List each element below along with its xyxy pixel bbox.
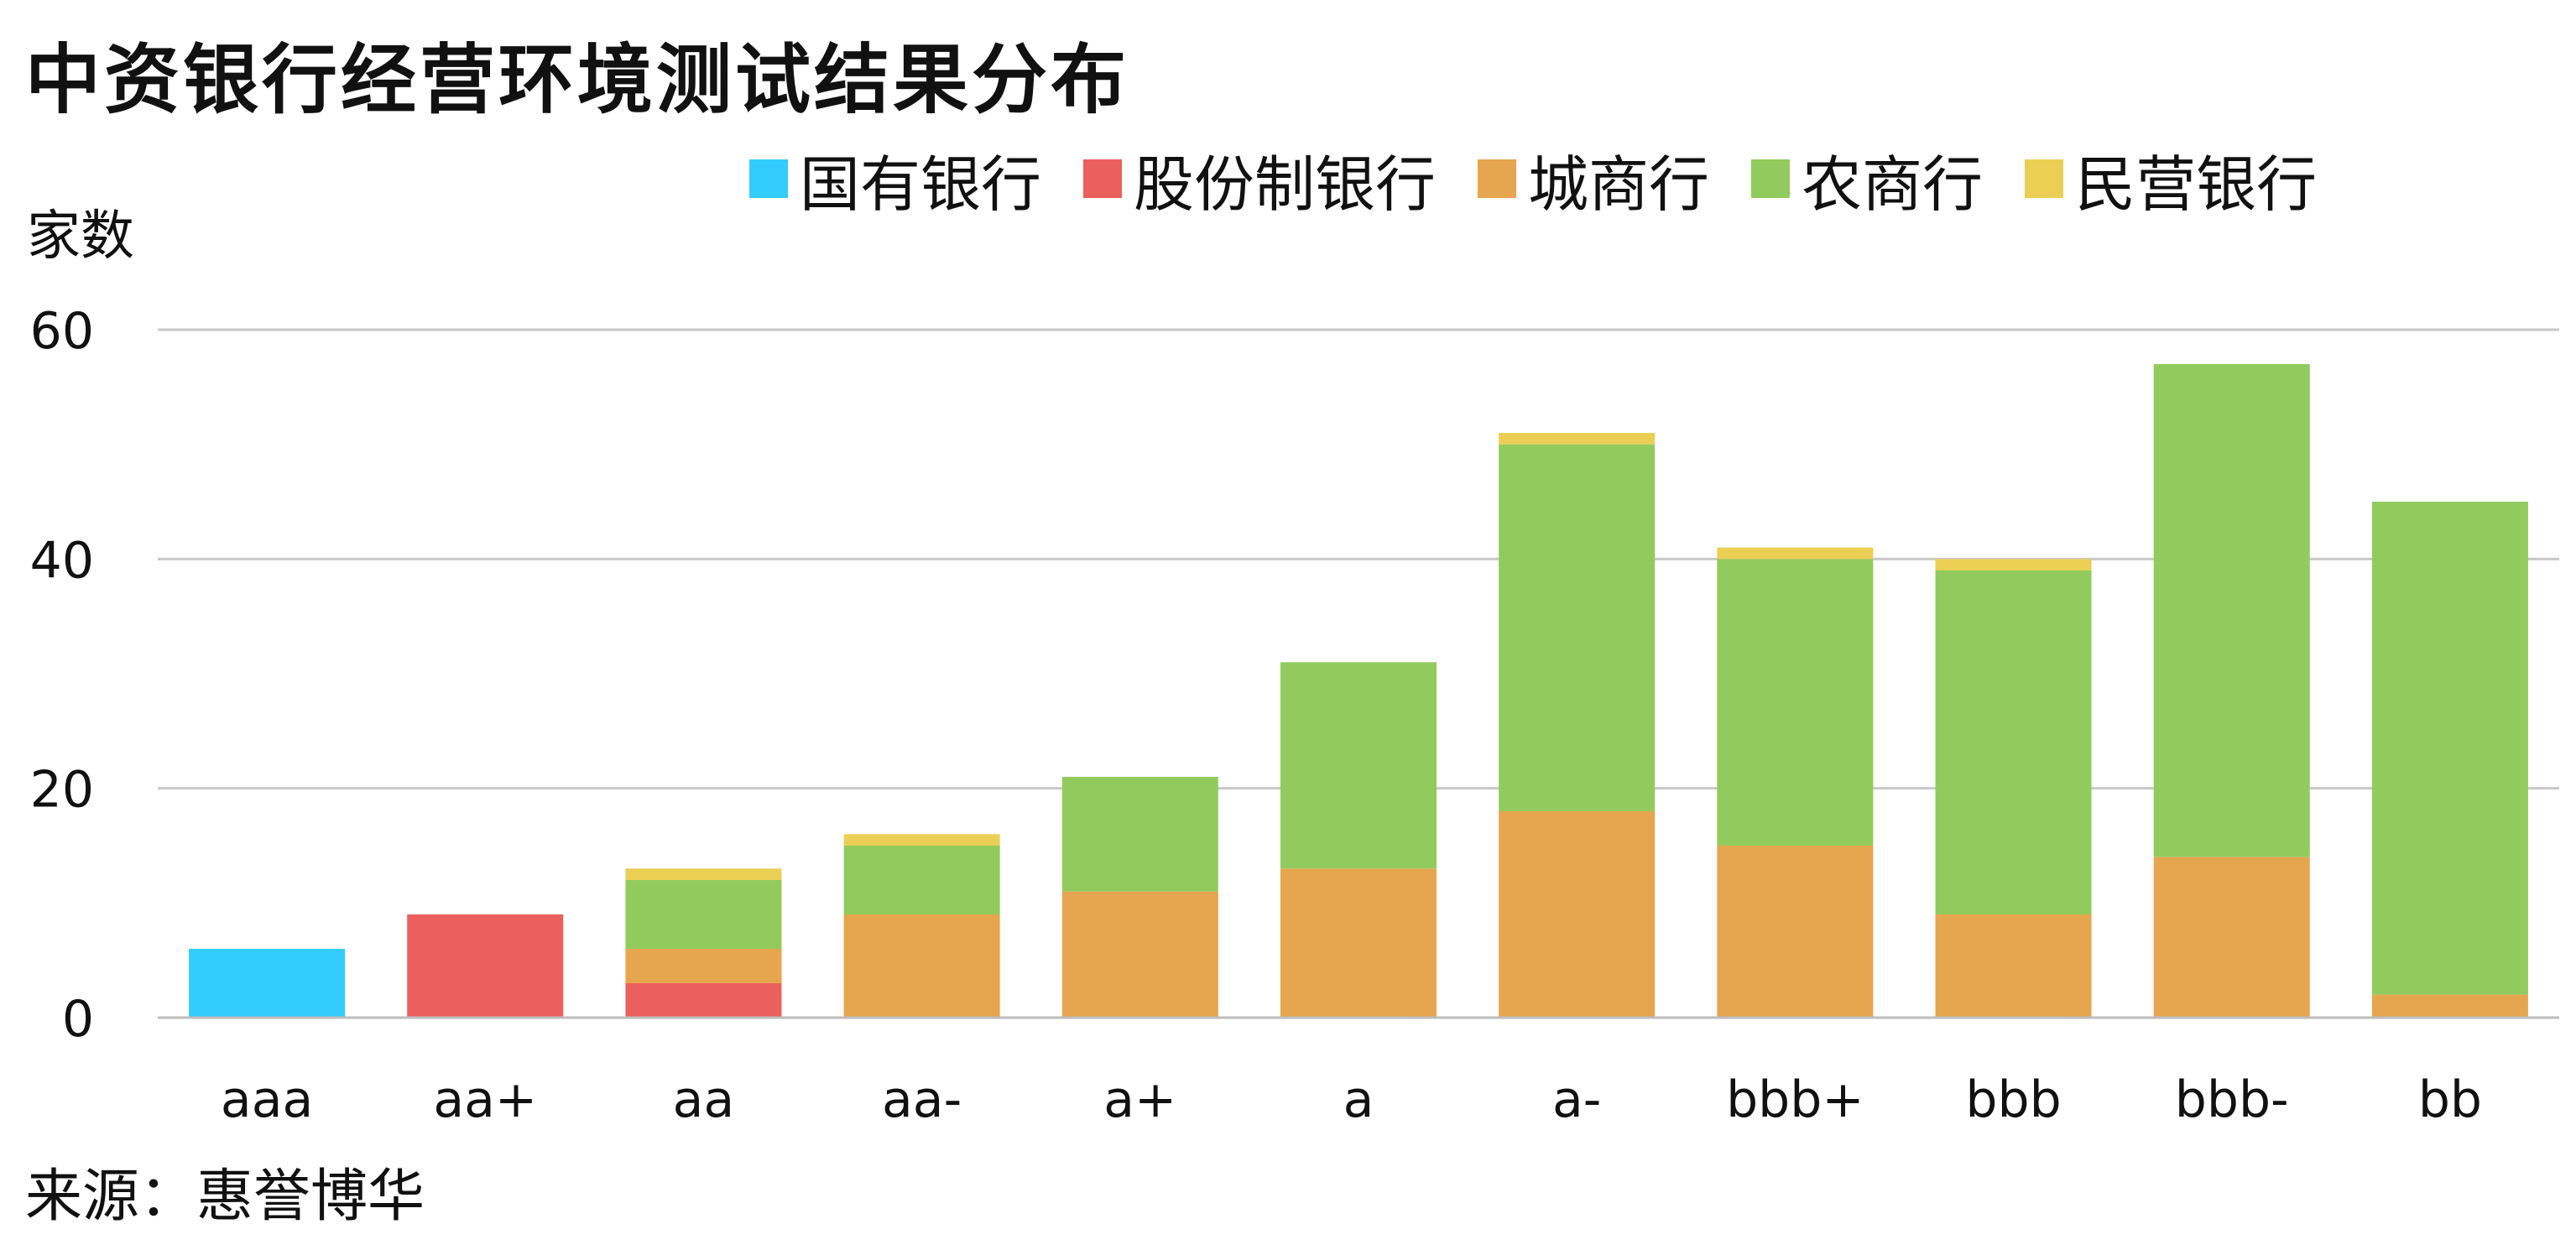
bar-segment xyxy=(1935,559,2092,570)
bar-segment xyxy=(843,846,1000,914)
bar-segment xyxy=(1717,846,1874,1018)
bar-segment xyxy=(1935,570,2092,914)
bar-segment xyxy=(407,914,564,1018)
bar-segment xyxy=(625,880,782,949)
bar-segment xyxy=(625,983,782,1018)
legend: 国有银行 股份制银行 城商行 农商行 民营银行 xyxy=(749,133,2317,225)
bar-segment xyxy=(1061,777,1218,892)
bar-segment xyxy=(189,949,346,1018)
legend-label: 股份制银行 xyxy=(1134,148,1437,220)
bar-segment xyxy=(2153,364,2310,857)
x-tick-label: bbb- xyxy=(2175,1070,2289,1129)
y-tick-label: 20 xyxy=(30,761,94,820)
x-tick-label: bb xyxy=(2418,1070,2482,1129)
x-tick-label: a+ xyxy=(1103,1070,1176,1129)
x-tick-label: aa- xyxy=(882,1070,962,1129)
y-axis-label: 家数 xyxy=(27,206,134,268)
legend-item-city-banks: 城商行 xyxy=(1478,135,1709,223)
bars xyxy=(189,364,2528,1018)
legend-swatch xyxy=(749,159,788,198)
x-tick-label: aa+ xyxy=(433,1070,537,1129)
legend-label: 国有银行 xyxy=(800,148,1042,220)
bar-segment xyxy=(1061,891,1218,1018)
y-tick-label: 60 xyxy=(30,302,94,361)
bar-segment xyxy=(1280,868,1437,1018)
x-tick-label: bbb+ xyxy=(1726,1070,1864,1129)
legend-item-state-banks: 国有银行 xyxy=(749,135,1041,223)
bar-segment xyxy=(1499,444,1656,811)
bar-segment xyxy=(2153,857,2310,1018)
legend-swatch xyxy=(1751,159,1791,198)
bar-segment xyxy=(2371,502,2528,995)
bar-segment xyxy=(1499,433,1656,445)
bar-segment xyxy=(2371,994,2528,1018)
x-tick-label: aaa xyxy=(221,1070,313,1129)
bar-segment xyxy=(1280,662,1437,869)
legend-swatch xyxy=(2025,159,2064,198)
bar-segment xyxy=(843,834,1000,846)
y-tick-label: 0 xyxy=(62,990,94,1049)
x-tick-label: bbb xyxy=(1965,1070,2061,1129)
legend-label: 城商行 xyxy=(1528,148,1710,220)
x-tick-label: a xyxy=(1343,1070,1374,1129)
bar-segment xyxy=(843,914,1000,1018)
chart-title: 中资银行经营环境测试结果分布 xyxy=(25,36,1129,124)
bar-segment xyxy=(625,949,782,983)
x-tick-label: a- xyxy=(1552,1070,1601,1129)
legend-swatch xyxy=(1478,159,1517,198)
y-tick-label: 40 xyxy=(30,531,94,590)
legend-label: 民营银行 xyxy=(2075,148,2318,220)
legend-item-rural-banks: 农商行 xyxy=(1751,135,1983,223)
legend-item-private-banks: 民营银行 xyxy=(2025,135,2317,223)
bar-segment xyxy=(625,868,782,880)
legend-swatch xyxy=(1083,159,1123,198)
bar-segment xyxy=(1717,559,1874,846)
legend-item-joint-stock-banks: 股份制银行 xyxy=(1083,135,1436,223)
bar-segment xyxy=(1935,914,2092,1018)
bar-segment xyxy=(1499,811,1656,1018)
legend-label: 农商行 xyxy=(1802,148,1984,220)
bar-segment xyxy=(1717,547,1874,560)
source-note: 来源：惠誉博华 xyxy=(25,1164,425,1230)
x-tick-label: aa xyxy=(673,1070,735,1129)
